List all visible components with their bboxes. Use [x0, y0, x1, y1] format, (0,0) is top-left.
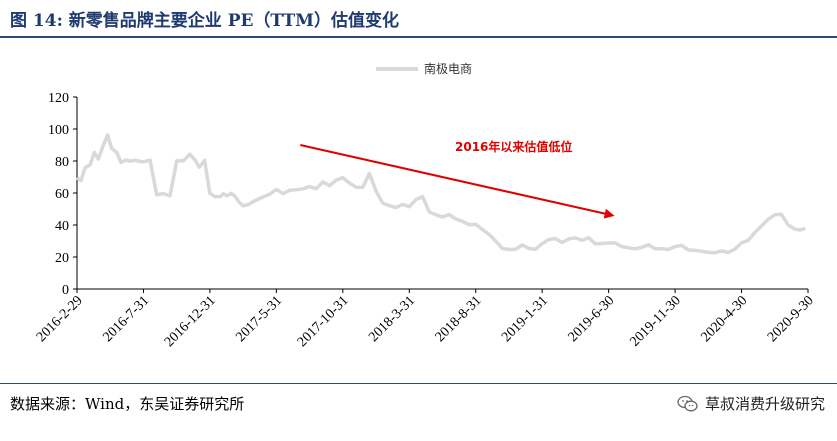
y-tick-label: 20 — [55, 251, 69, 266]
trend-annotation: 2016年以来估值低位 — [300, 139, 615, 219]
x-tick-label: 2016-12-31 — [162, 293, 219, 350]
x-tick-label: 2019-1-31 — [499, 293, 551, 345]
y-tick-label: 100 — [48, 123, 69, 138]
watermark-text: 草叔消费升级研究 — [704, 395, 825, 413]
y-tick-label: 80 — [55, 155, 69, 170]
x-tick-label: 2019-6-30 — [566, 293, 618, 345]
series-line — [75, 133, 806, 255]
legend-label: 南极电商 — [424, 61, 472, 76]
y-tick-label: 40 — [55, 219, 69, 234]
y-axis: 0 20 40 60 80 100 120 — [48, 91, 78, 298]
x-axis: 2016-2-29 2016-7-31 2016-12-31 2017-5-31 201… — [34, 288, 817, 350]
trend-arrow — [300, 144, 615, 219]
x-tick-label: 2019-11-30 — [627, 293, 683, 349]
footer-divider — [0, 383, 837, 384]
x-tick-label: 2016-7-31 — [100, 293, 152, 345]
annotation-label: 2016年以来估值低位 — [455, 139, 572, 154]
x-tick-label: 2017-10-31 — [295, 293, 352, 350]
x-tick-label: 2020-9-30 — [765, 293, 817, 345]
x-tick-label: 2016-2-29 — [34, 293, 86, 345]
legend: 南极电商 — [376, 61, 472, 76]
x-tick-label: 2017-5-31 — [233, 293, 285, 345]
wechat-icon — [677, 395, 698, 411]
y-tick-label: 0 — [62, 283, 69, 298]
y-tick-label: 60 — [55, 187, 69, 202]
page-title: 图 14: 新零售品牌主要企业 PE（TTM）估值变化 — [10, 11, 399, 31]
x-tick-label: 2018-3-31 — [366, 293, 418, 345]
x-tick-label: 2020-4-30 — [699, 293, 751, 345]
x-tick-label: 2018-8-31 — [433, 293, 485, 345]
series-layer — [75, 133, 806, 255]
data-source: 数据来源：Wind，东吴证券研究所 — [10, 395, 245, 413]
watermark: 草叔消费升级研究 — [677, 393, 825, 414]
y-tick-label: 120 — [48, 91, 69, 106]
title-bar: 图 14: 新零售品牌主要企业 PE（TTM）估值变化 — [0, 0, 837, 38]
